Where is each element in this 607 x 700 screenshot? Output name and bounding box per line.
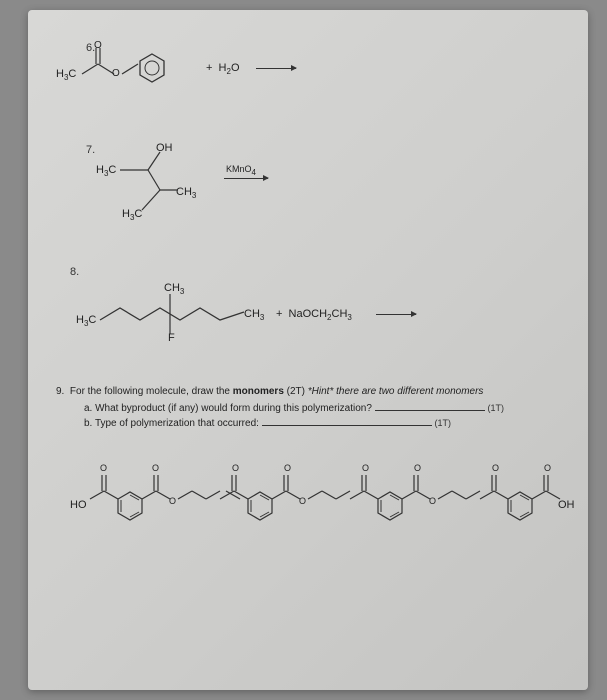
q9-after: (2T) bbox=[284, 386, 308, 397]
label-h3c: H3C bbox=[56, 68, 76, 82]
svg-text:O: O bbox=[100, 463, 107, 473]
svg-text:O: O bbox=[429, 496, 436, 506]
q9-bold: monomers bbox=[233, 386, 284, 397]
benzene-icon bbox=[136, 52, 168, 84]
svg-text:O: O bbox=[544, 463, 551, 473]
q9-hint: *Hint* there are two different monomers bbox=[308, 386, 484, 397]
q9-part-b: b. Type of polymerization that occurred: bbox=[84, 418, 259, 429]
polymer-structure: O O O O O O O O O O O HO OH bbox=[56, 449, 560, 529]
label-O-ester: O bbox=[112, 68, 120, 79]
problem-number-7: 7. bbox=[86, 144, 95, 156]
reagent-6: + H2O bbox=[206, 62, 240, 76]
problem-number-8: 8. bbox=[70, 266, 79, 278]
blank-line[interactable] bbox=[375, 401, 485, 411]
label-h3c-8: H3C bbox=[76, 314, 96, 328]
arrow-icon bbox=[376, 314, 416, 315]
problem-8: 8. CH3 H3C F CH3 + NaOCH2CH3 bbox=[56, 266, 560, 356]
pts-b: (1T) bbox=[434, 418, 451, 428]
polymer-svg: O O O O O O O O O O O bbox=[66, 449, 586, 529]
svg-text:O: O bbox=[414, 463, 421, 473]
q9-intro: For the following molecule, draw the bbox=[70, 386, 233, 397]
reagent-7: KMnO4 bbox=[226, 164, 256, 177]
label-h3c-left: H3C bbox=[96, 164, 116, 178]
structure-7 bbox=[116, 150, 196, 220]
label-oh: OH bbox=[558, 499, 575, 511]
svg-text:O: O bbox=[169, 496, 176, 506]
arrow-icon bbox=[256, 68, 296, 69]
svg-text:O: O bbox=[299, 496, 306, 506]
label-O-dbl: O bbox=[94, 40, 102, 51]
arrow-icon bbox=[224, 178, 268, 179]
svg-text:O: O bbox=[284, 463, 291, 473]
q9-part-a: a. What byproduct (if any) would form du… bbox=[84, 403, 372, 414]
svg-text:O: O bbox=[232, 463, 239, 473]
problem-6: 6. H3C O O + H2O bbox=[56, 40, 560, 110]
svg-text:O: O bbox=[362, 463, 369, 473]
problem-9: 9. For the following molecule, draw the … bbox=[56, 384, 560, 529]
q9-number: 9. bbox=[56, 386, 64, 397]
worksheet-paper: 6. H3C O O + H2O 7. OH H3C bbox=[28, 10, 588, 690]
label-ho: HO bbox=[70, 499, 87, 511]
pts-a: (1T) bbox=[487, 403, 504, 413]
problem-7: 7. OH H3C CH3 H3C KMnO4 bbox=[56, 138, 560, 238]
svg-text:O: O bbox=[492, 463, 499, 473]
structure-8 bbox=[96, 290, 256, 340]
q9-text-block: 9. For the following molecule, draw the … bbox=[56, 384, 560, 431]
blank-line[interactable] bbox=[262, 416, 432, 426]
svg-text:O: O bbox=[152, 463, 159, 473]
reagent-8: + NaOCH2CH3 bbox=[276, 308, 352, 322]
